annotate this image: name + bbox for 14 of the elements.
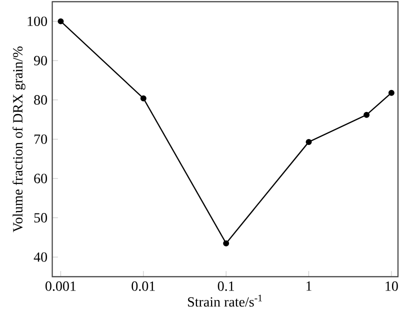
x-tick-label: 1 bbox=[306, 281, 312, 291]
x-tick-label: 0.01 bbox=[132, 281, 155, 291]
y-tick-label: 70 bbox=[34, 134, 48, 144]
y-tick-label: 60 bbox=[34, 174, 48, 184]
x-tick-label: 0.1 bbox=[218, 281, 234, 291]
y-tick-label: 40 bbox=[34, 252, 48, 262]
y-tick-label: 90 bbox=[34, 56, 48, 66]
y-tick-label: 80 bbox=[34, 95, 48, 105]
y-tick-label: 100 bbox=[28, 16, 48, 26]
x-tick-label: 0.001 bbox=[46, 281, 76, 291]
y-axis-title: Volume fraction of DRX grain/% bbox=[12, 46, 26, 232]
x-tick-label: 10 bbox=[386, 281, 398, 291]
x-axis-title: Strain rate/s$^{-1}$ bbox=[188, 294, 262, 307]
y-tick-label: 50 bbox=[34, 213, 48, 223]
